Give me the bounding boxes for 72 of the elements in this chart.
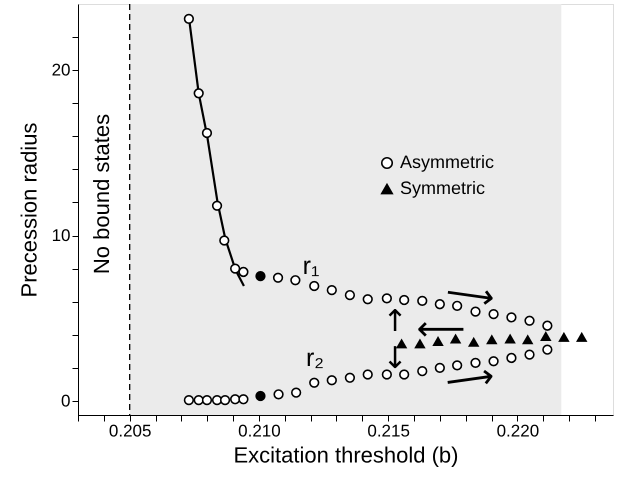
y-tick-label: 20: [52, 60, 70, 80]
x-tick-label: 0.220: [496, 422, 540, 440]
point: [290, 275, 300, 286]
point: [194, 88, 204, 98]
point: [382, 293, 392, 304]
point: [576, 332, 587, 342]
point: [255, 270, 266, 282]
point: [417, 366, 428, 376]
x-tick-label: 0.205: [108, 422, 152, 440]
point: [220, 394, 230, 406]
point: [506, 312, 517, 323]
annotation: r₂: [306, 344, 324, 372]
point: [558, 332, 570, 342]
annotation: ↓: [382, 341, 408, 376]
point: [309, 280, 320, 292]
point: [309, 378, 320, 388]
point: [362, 369, 373, 380]
point: [212, 200, 222, 211]
point: [326, 375, 337, 386]
point: [417, 296, 428, 306]
point: [344, 290, 356, 300]
y-tick-label: 0: [61, 391, 70, 410]
point: [434, 362, 445, 373]
point: [522, 335, 533, 344]
point: [524, 316, 535, 326]
point: [326, 285, 337, 296]
point: [468, 338, 479, 347]
y-axis-title: Precession radius: [16, 122, 42, 298]
point: [434, 299, 445, 310]
point: [414, 339, 426, 348]
point: [230, 264, 240, 274]
x-tick-label: 0.215: [367, 422, 410, 440]
point: [488, 308, 499, 320]
point: [542, 344, 552, 355]
point: [194, 394, 204, 406]
legend-label: Asymmetric: [400, 152, 494, 172]
point: [540, 332, 551, 341]
point: [362, 294, 373, 304]
point: [202, 128, 212, 138]
x-axis-title: Excitation threshold (b): [234, 442, 458, 468]
point: [184, 394, 194, 406]
point: [432, 336, 444, 346]
point: [184, 14, 194, 24]
annotation: ⟶: [442, 356, 497, 402]
point: [202, 394, 212, 406]
point: [505, 334, 516, 344]
annotation: No bound states: [89, 114, 114, 274]
point: [230, 394, 240, 404]
point: [255, 390, 266, 402]
x-tick-label: 0.210: [238, 422, 281, 440]
point: [470, 358, 481, 368]
point: [291, 388, 302, 398]
point: [452, 360, 462, 371]
point: [506, 352, 517, 364]
point: [488, 356, 499, 366]
point: [399, 294, 410, 306]
point: [524, 350, 535, 360]
point: [486, 335, 497, 344]
point: [344, 372, 356, 383]
point: [238, 266, 249, 278]
point: [542, 320, 552, 331]
annotation: r₁: [302, 252, 320, 280]
point: [273, 389, 284, 400]
annotation: ↑: [382, 304, 408, 339]
point: [382, 369, 392, 380]
point: [399, 369, 410, 380]
y-tick-label: 10: [52, 226, 70, 246]
point: [272, 272, 284, 283]
point: [219, 235, 230, 246]
point: [470, 306, 481, 317]
legend-label: Symmetric: [400, 178, 485, 198]
point: [238, 394, 249, 404]
